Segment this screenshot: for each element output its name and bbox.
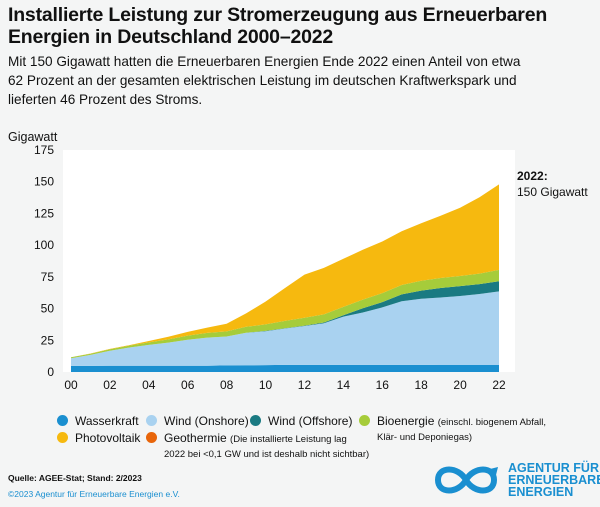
logo-text: AGENTUR FÜR ERNEUERBARE ENERGIEN [508,461,600,499]
legend-text: Bioenergie (einschl. biogenem Abfall, Kl… [377,414,546,444]
x-tick-label: 10 [259,378,273,392]
chart-subtitle-line2: 62 Prozent an der gesamten elektrischen … [8,73,517,88]
x-tick-label: 16 [376,378,390,392]
y-tick-label: 175 [34,143,54,157]
y-tick-label: 25 [41,333,55,347]
legend-label: Wasserkraft [75,414,139,428]
copyright-note: ©2023 Agentur für Erneuerbare Energien e… [8,489,180,499]
chart-subtitle: Mit 150 Gigawatt hatten die Erneuerbaren… [8,52,588,109]
y-tick-label: 125 [34,206,54,220]
legend-item-photovoltaik: Photovoltaik [57,431,140,445]
infinity-logo-icon [434,466,498,494]
organization-logo: AGENTUR FÜR ERNEUERBARE ENERGIEN [430,461,600,499]
y-axis: 0 25 50 75 100 125 150 175 [34,143,54,379]
legend-label: Photovoltaik [75,431,141,445]
x-tick-label: 22 [492,378,506,392]
x-tick-label: 00 [64,378,78,392]
legend-label: Wind (Onshore) [164,414,249,428]
legend-label: Bioenergie [377,414,435,428]
stacked-areas [71,184,499,372]
x-tick-label: 06 [181,378,195,392]
x-tick-label: 14 [337,378,351,392]
area-wind-onshore [71,291,499,366]
logo-line2: ERNEUERBARE [508,473,600,487]
legend-swatch-wind-onshore [146,415,157,426]
legend-swatch-wind-offshore [250,415,261,426]
x-tick-label: 12 [298,378,312,392]
chart-title: Installierte Leistung zur Stromerzeugung… [8,4,588,48]
y-axis-title: Gigawatt [8,130,58,144]
x-axis: 00 02 04 06 08 10 12 14 16 18 20 22 [64,378,506,392]
chart-subtitle-line1: Mit 150 Gigawatt hatten die Erneuerbaren… [8,54,521,69]
annotation-value: 150 Gigawatt [517,185,588,199]
legend-note: 2022 bei <0,1 GW und ist deshalb nicht s… [164,449,370,460]
area-photovoltaik [71,184,499,358]
legend-swatch-bioenergie [359,415,370,426]
legend-swatch-wasserkraft [57,415,68,426]
legend-item-bioenergie: Bioenergie (einschl. biogenem Abfall, Kl… [359,414,546,444]
x-tick-label: 02 [103,378,117,392]
x-tick-label: 04 [142,378,156,392]
chart-subtitle-line3: lieferten 46 Prozent des Stroms. [8,92,203,107]
legend-note: (Die installierte Leistung lag [230,434,347,445]
legend-item-wasserkraft: Wasserkraft [57,414,139,428]
legend-text: Geothermie (Die installierte Leistung la… [164,431,369,461]
legend-item-geothermie: Geothermie (Die installierte Leistung la… [146,431,369,461]
legend-swatch-photovoltaik [57,432,68,443]
y-tick-label: 150 [34,175,54,189]
logo-line1: AGENTUR FÜR [508,461,599,475]
area-wind-offshore [71,281,499,359]
x-tick-label: 08 [220,378,234,392]
legend-note: (einschl. biogenem Abfall, [437,417,546,428]
y-tick-label: 50 [41,302,55,316]
source-note: Quelle: AGEE-Stat; Stand: 2/2023 [8,473,142,483]
area-wasserkraft [71,364,499,372]
chart-title-line1: Installierte Leistung zur Stromerzeugung… [8,4,548,26]
y-tick-label: 75 [41,270,55,284]
legend-label: Geothermie [164,431,227,445]
area-bioenergie [71,269,499,359]
legend-item-wind-onshore: Wind (Onshore) [146,414,249,428]
chart-title-line2: Energien in Deutschland 2000–2022 [8,26,334,48]
legend-note: Klär- und Deponiegas) [377,432,473,443]
y-tick-label: 0 [47,365,54,379]
legend-label: Wind (Offshore) [268,414,353,428]
legend-swatch-geothermie [146,432,157,443]
x-tick-label: 20 [453,378,467,392]
x-tick-label: 18 [415,378,429,392]
area-chart: Gigawatt 0 25 50 75 100 125 150 175 00 02 04 06 08 1… [8,130,588,392]
logo-line3: ENERGIEN [508,485,574,499]
y-tick-label: 100 [34,238,54,252]
legend-item-wind-offshore: Wind (Offshore) [250,414,352,428]
annotation-year: 2022: [517,169,548,183]
